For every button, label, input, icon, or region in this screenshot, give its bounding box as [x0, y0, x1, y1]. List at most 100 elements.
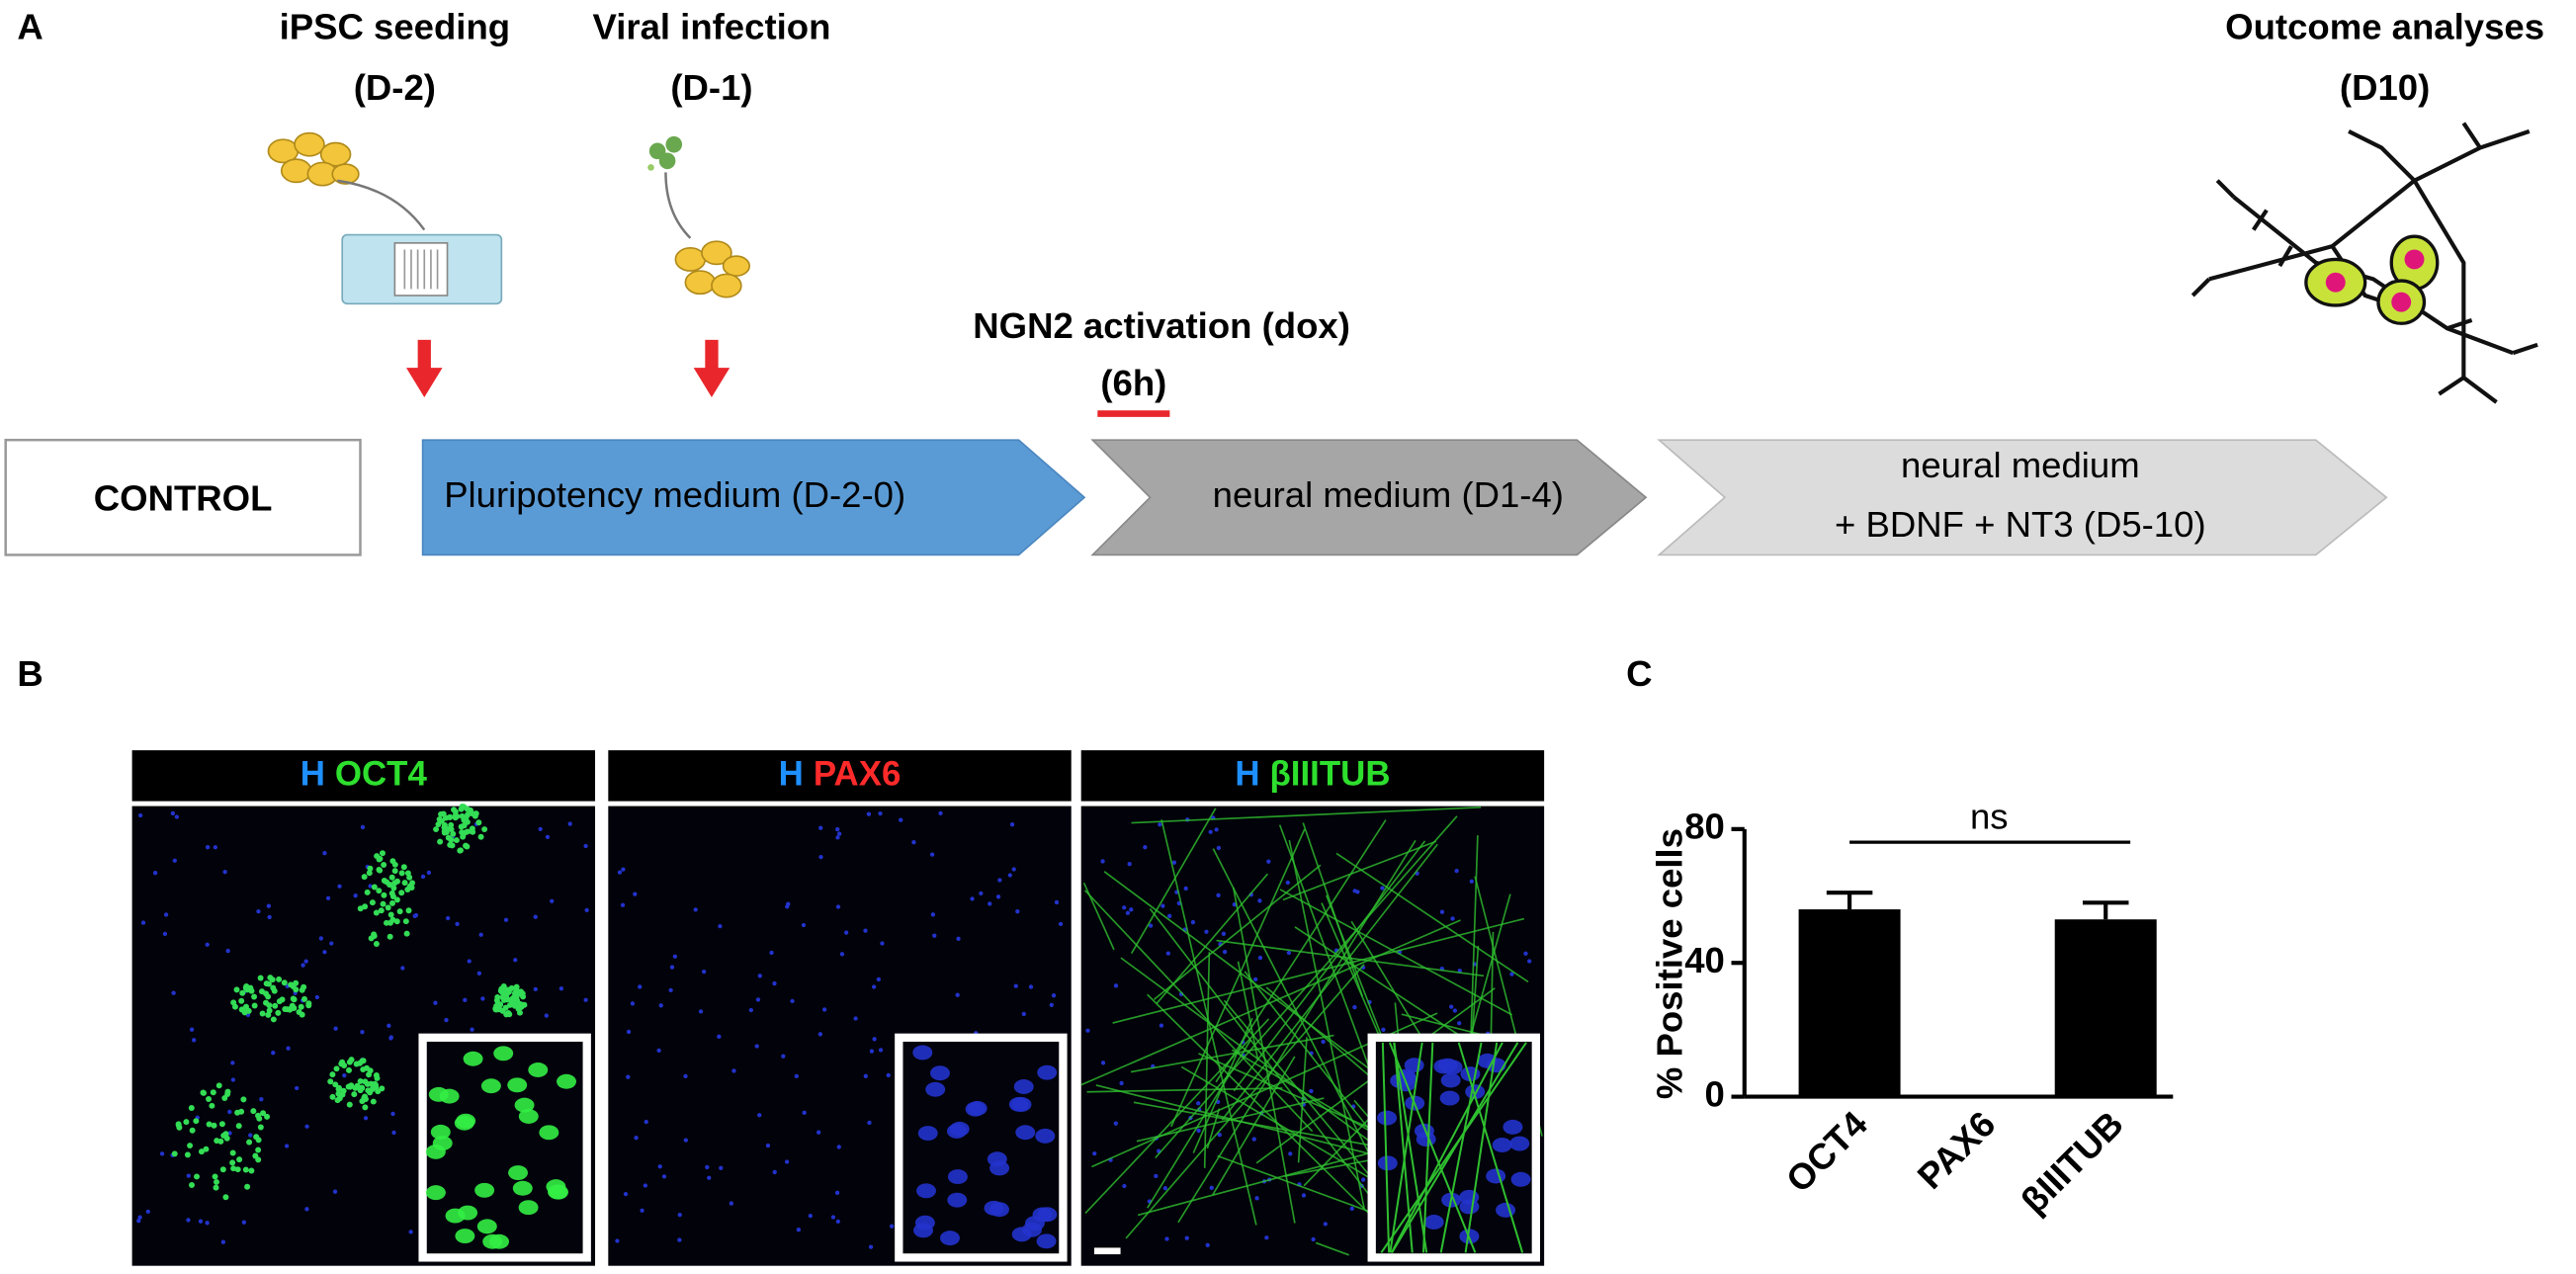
oct4-cell [329, 1093, 336, 1100]
oct4-cell [386, 933, 393, 940]
nucleus [1380, 886, 1385, 891]
inset-cell [1477, 1053, 1498, 1068]
inset-cell [1013, 1079, 1034, 1094]
nucleus [889, 1224, 895, 1229]
nucleus [705, 1164, 710, 1170]
nucleus [1355, 890, 1360, 894]
oct4-cell [194, 1173, 200, 1180]
nucleus [558, 986, 564, 991]
nucleus [1253, 977, 1258, 982]
nucleus [413, 912, 419, 918]
oct4-cell [389, 858, 396, 865]
phase-label: neural medium [1901, 445, 2140, 485]
oct4-cell [233, 986, 240, 993]
oct4-cell [464, 818, 471, 825]
curved-arrow [664, 172, 692, 239]
oct4-cell [290, 982, 297, 989]
nucleus [717, 1034, 722, 1039]
inset-cell [507, 1077, 528, 1093]
inset-cell [480, 1078, 501, 1094]
oct4-cell [353, 1061, 360, 1067]
nucleus [205, 1221, 210, 1226]
nucleus [661, 1174, 667, 1179]
nucleus [1360, 1177, 1366, 1182]
nucleus [930, 912, 936, 917]
inset-cell [557, 1073, 576, 1089]
phase-label: + BDNF + NT3 (D5-10) [1835, 504, 2206, 545]
oct4-cell [450, 830, 457, 837]
control-label: CONTROL [94, 477, 273, 518]
nucleus [698, 1009, 704, 1014]
oct4-cell [209, 1102, 215, 1109]
nucleus [1285, 880, 1290, 886]
oct4-cell [361, 874, 368, 881]
inset-neurite [1457, 1042, 1524, 1253]
nucleus [772, 1169, 777, 1175]
oct4-cell [357, 905, 364, 912]
oct4-cell [252, 1152, 259, 1159]
nucleus [1217, 1132, 1222, 1138]
y-tick-label: 40 [1684, 940, 1725, 980]
inset-cell [967, 1100, 987, 1116]
inset-neurite [1439, 1042, 1483, 1253]
nucleus [329, 941, 334, 946]
oct4-cell [448, 821, 455, 828]
inset-cell [458, 1205, 478, 1221]
oct4-cell [264, 1113, 271, 1120]
nucleus [1028, 984, 1034, 989]
oct4-cell [470, 828, 476, 835]
oct4-cell [263, 999, 269, 1006]
nucleus [1100, 859, 1105, 864]
phase-label: neural medium (D1-4) [1213, 474, 1564, 515]
oct4-cell [281, 979, 288, 986]
oct4-cell [188, 1105, 195, 1112]
nucleus [979, 891, 984, 896]
nucleus [781, 1054, 786, 1059]
cell-cluster-icon [267, 131, 360, 187]
oct4-cell [400, 864, 407, 871]
nucleus [1349, 1206, 1354, 1211]
nucleus [868, 1244, 874, 1249]
nucleus [731, 1068, 736, 1073]
oct4-cell [378, 907, 385, 914]
nucleus [1527, 959, 1532, 964]
inset-cell [1037, 1064, 1058, 1080]
nucleus [266, 903, 272, 908]
nucleus [644, 1119, 648, 1125]
nucleus [765, 1143, 771, 1148]
oct4-cell [373, 909, 380, 916]
nucleus [836, 1145, 841, 1149]
nucleus [1164, 1236, 1169, 1241]
nucleus [1129, 907, 1134, 912]
nucleus [839, 952, 845, 957]
neurite [1206, 1108, 1221, 1149]
oct4-cell [275, 1009, 282, 1016]
oct4-cell [463, 842, 470, 849]
nucleus [1523, 951, 1528, 956]
inset-cell [947, 1192, 968, 1208]
oct4-cell [258, 988, 265, 995]
oct4-cell [390, 885, 397, 892]
nucleus [658, 1003, 663, 1008]
nucleus [162, 931, 168, 937]
y-tick-label: 80 [1684, 807, 1725, 847]
inset-cell [1465, 1084, 1486, 1100]
nucleus [817, 1032, 823, 1037]
inset-cell [1377, 1155, 1398, 1171]
oct4-cell [477, 833, 484, 840]
nucleus [1216, 845, 1222, 851]
nucleus [1264, 1235, 1269, 1240]
oct4-cell [475, 819, 482, 826]
oct4-cell [257, 975, 264, 981]
nucleus [230, 1077, 236, 1082]
oct4-cell [346, 1066, 352, 1073]
oct4-cell [248, 987, 255, 994]
step-day: (6h) [1100, 363, 1166, 403]
nucleus [871, 984, 877, 989]
nucleus [1171, 860, 1177, 865]
nucleus [1013, 983, 1018, 988]
nucleus [191, 1038, 197, 1043]
nucleus [241, 1220, 247, 1225]
